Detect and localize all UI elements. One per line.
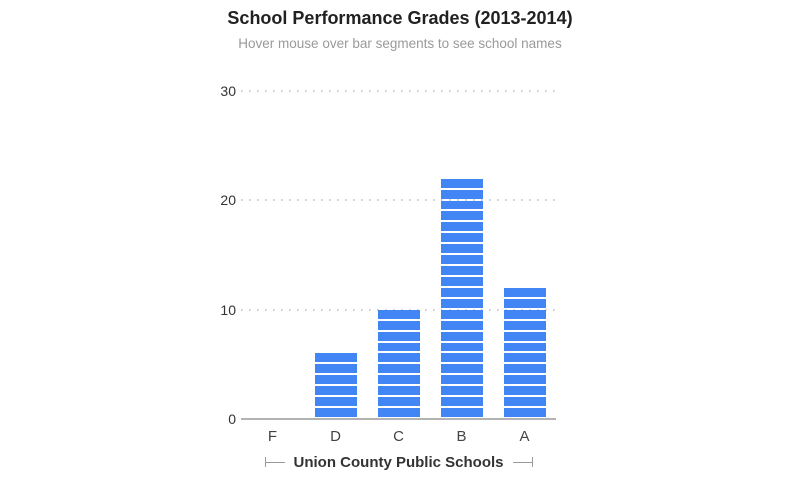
bar-segment-B-14[interactable] — [440, 266, 483, 276]
bar-segment-A-11[interactable] — [503, 298, 546, 308]
x-axis-caption: Union County Public Schools — [241, 452, 556, 472]
bar-segment-A-8[interactable] — [503, 331, 546, 341]
bar-segment-C-5[interactable] — [377, 364, 420, 374]
bar-segment-C-1[interactable] — [377, 408, 420, 417]
bar-segment-B-15[interactable] — [440, 255, 483, 265]
bar-segment-B-10[interactable] — [440, 309, 483, 319]
bar-segment-B-17[interactable] — [440, 233, 483, 243]
y-tick-label-0: 0 — [228, 411, 236, 427]
bar-segment-D-1[interactable] — [314, 408, 357, 417]
bar-segment-A-1[interactable] — [503, 408, 546, 417]
bar-segment-C-2[interactable] — [377, 397, 420, 407]
y-tick-label-30: 30 — [220, 83, 236, 99]
left-extent-cap-icon — [264, 457, 285, 467]
bar-segment-B-21[interactable] — [440, 189, 483, 199]
bar-segment-A-10[interactable] — [503, 309, 546, 319]
bar-segment-C-7[interactable] — [377, 342, 420, 352]
bar-segment-A-7[interactable] — [503, 342, 546, 352]
bar-A — [503, 287, 546, 417]
bar-segment-A-2[interactable] — [503, 397, 546, 407]
bar-segment-B-7[interactable] — [440, 342, 483, 352]
bar-segment-C-4[interactable] — [377, 375, 420, 385]
bar-segment-B-4[interactable] — [440, 375, 483, 385]
bar-segment-B-3[interactable] — [440, 386, 483, 396]
right-extent-cap-icon — [512, 457, 533, 467]
plot-area — [241, 90, 556, 419]
x-tick-label-C: C — [393, 428, 404, 445]
bar-segment-B-16[interactable] — [440, 244, 483, 254]
gridline-y10 — [241, 308, 556, 311]
x-tick-label-B: B — [456, 428, 467, 445]
x-axis-line — [241, 418, 556, 420]
bar-segment-A-5[interactable] — [503, 364, 546, 374]
bar-segment-C-6[interactable] — [377, 353, 420, 363]
chart-title: School Performance Grades (2013-2014) — [227, 8, 573, 28]
x-tick-label-D: D — [330, 428, 341, 445]
bar-segment-B-18[interactable] — [440, 222, 483, 232]
bar-segment-A-12[interactable] — [503, 287, 546, 297]
bar-segment-D-6[interactable] — [314, 353, 357, 363]
bar-segment-B-8[interactable] — [440, 331, 483, 341]
bar-segment-B-6[interactable] — [440, 353, 483, 363]
bar-B — [440, 178, 483, 417]
bar-C — [377, 309, 420, 417]
bar-segment-D-3[interactable] — [314, 386, 357, 396]
bar-segment-C-10[interactable] — [377, 309, 420, 319]
bar-segment-C-9[interactable] — [377, 320, 420, 330]
gridline-y20 — [241, 199, 556, 202]
chart-subtitle: Hover mouse over bar segments to see sch… — [238, 36, 562, 51]
bar-segment-A-6[interactable] — [503, 353, 546, 363]
bar-segment-B-12[interactable] — [440, 287, 483, 297]
bar-segment-B-1[interactable] — [440, 408, 483, 417]
bar-D — [314, 353, 357, 417]
bar-segment-C-3[interactable] — [377, 386, 420, 396]
bar-segment-A-4[interactable] — [503, 375, 546, 385]
bar-segment-B-19[interactable] — [440, 211, 483, 221]
bar-segment-B-20[interactable] — [440, 200, 483, 210]
bar-segment-B-22[interactable] — [440, 178, 483, 188]
bar-segment-D-5[interactable] — [314, 364, 357, 374]
y-tick-label-10: 10 — [220, 301, 236, 318]
x-tick-label-F: F — [267, 428, 278, 445]
bar-segment-D-2[interactable] — [314, 397, 357, 407]
bar-segment-B-2[interactable] — [440, 397, 483, 407]
bar-segment-B-5[interactable] — [440, 364, 483, 374]
x-axis-caption-text: Union County Public Schools — [293, 453, 504, 471]
bar-segment-C-8[interactable] — [377, 331, 420, 341]
bar-segment-D-4[interactable] — [314, 375, 357, 385]
bar-segment-B-9[interactable] — [440, 320, 483, 330]
y-tick-label-20: 20 — [220, 192, 236, 209]
bar-segment-A-3[interactable] — [503, 386, 546, 396]
gridline-y30 — [241, 90, 556, 92]
bar-segment-B-13[interactable] — [440, 277, 483, 286]
bar-segment-A-9[interactable] — [503, 320, 546, 330]
bar-segment-B-11[interactable] — [440, 298, 483, 308]
x-tick-label-A: A — [519, 428, 530, 445]
